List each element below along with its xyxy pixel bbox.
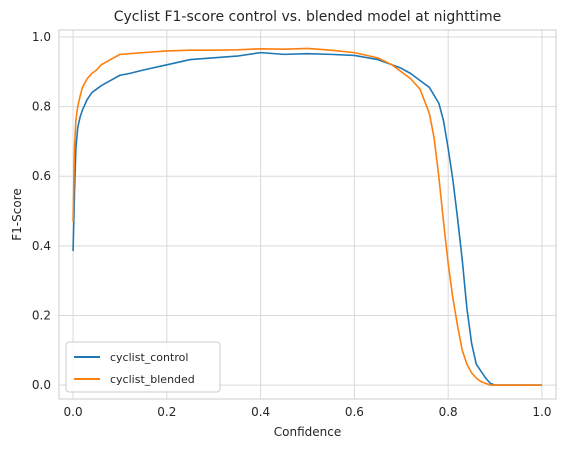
x-tick-label: 0.0 <box>64 405 83 419</box>
legend-label: cyclist_control <box>110 351 188 364</box>
series-line-cyclist-control <box>72 51 542 386</box>
x-tick-label: 0.6 <box>345 405 364 419</box>
y-tick-label: 0.6 <box>32 169 51 183</box>
y-tick-label: 0.2 <box>32 308 51 322</box>
x-tick-label: 0.2 <box>157 405 176 419</box>
tick-labels: 0.0 0.2 0.4 0.6 0.8 1.0 0.0 0.2 0.4 0.6 0.8 1.0 <box>32 30 552 419</box>
plot-frame <box>58 29 557 400</box>
y-tick-label: 0.8 <box>32 100 51 114</box>
y-tick-label: 0.4 <box>32 239 51 253</box>
x-tick-label: 1.0 <box>532 405 551 419</box>
legend: cyclist_control cyclist_blended <box>65 341 221 393</box>
x-tick-label: 0.4 <box>251 405 270 419</box>
chart-title: Cyclist F1-score control vs. blended mod… <box>114 9 502 25</box>
y-axis-label: F1-Score <box>10 188 24 240</box>
x-tick-label: 0.8 <box>439 405 458 419</box>
legend-box <box>65 341 221 393</box>
series-line-cyclist-blended <box>72 47 542 386</box>
y-tick-label: 0.0 <box>32 378 51 392</box>
grid <box>59 30 556 399</box>
series-layer <box>72 47 542 386</box>
y-tick-label: 1.0 <box>32 30 51 44</box>
x-axis-label: Confidence <box>274 425 341 439</box>
legend-label: cyclist_blended <box>110 373 195 386</box>
